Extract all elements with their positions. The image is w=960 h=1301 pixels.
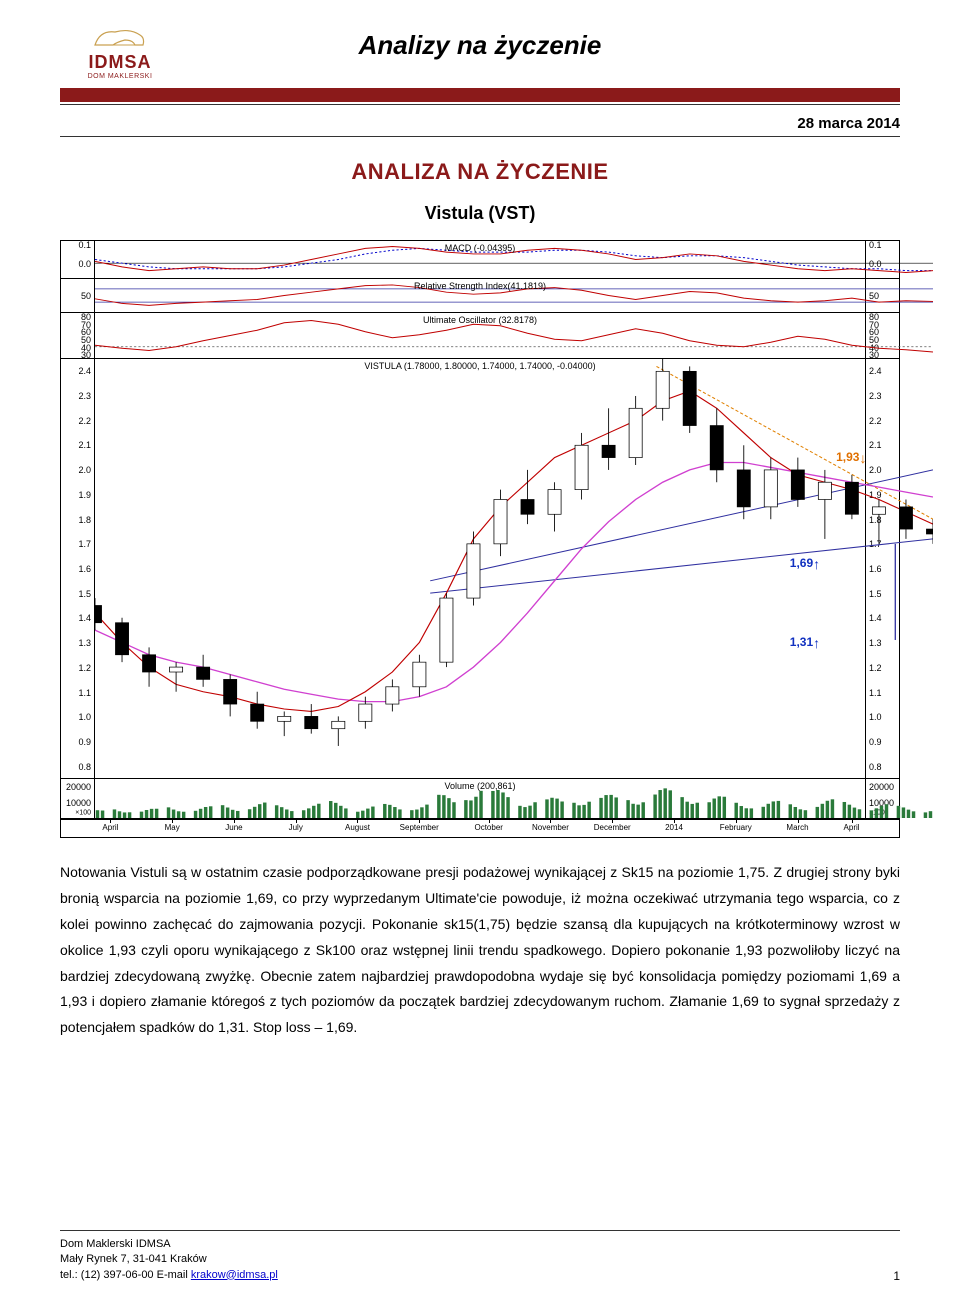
- x-tick-label: March: [786, 823, 808, 832]
- chart-panel-uo: Ultimate Oscillator (32.8178)30405060708…: [61, 313, 899, 359]
- chart-panel-rsi: Relative Strength Index(41.1819)5050: [61, 279, 899, 313]
- lion-icon: [85, 20, 155, 50]
- logo-subtext: DOM MAKLERSKI: [60, 73, 180, 80]
- logo: IDMSA DOM MAKLERSKI: [60, 20, 180, 80]
- panel-label: Relative Strength Index(41.1819): [414, 281, 546, 291]
- price-annotation: 1,69↑: [790, 556, 820, 571]
- panel-label: MACD (-0.04395): [445, 243, 516, 253]
- header: IDMSA DOM MAKLERSKI Analizy na życzenie: [60, 20, 900, 80]
- x-tick-label: July: [289, 823, 303, 832]
- body-text: Notowania Vistuli są w ostatnim czasie p…: [60, 860, 900, 1041]
- price-annotation: 1,93↓: [836, 450, 866, 465]
- x-tick-label: May: [165, 823, 180, 832]
- x-tick-label: April: [844, 823, 860, 832]
- x-tick-label: October: [474, 823, 502, 832]
- date: 28 marca 2014: [60, 115, 900, 137]
- x-tick-label: December: [594, 823, 631, 832]
- panel-label: Volume (200,861): [444, 781, 515, 791]
- x-tick-label: August: [345, 823, 370, 832]
- chart-x-axis: April May June July August September October No…: [61, 819, 899, 837]
- page-number: 1: [893, 1269, 900, 1283]
- x-tick-label: November: [532, 823, 569, 832]
- x-tick-label: April: [102, 823, 118, 832]
- footer: Dom Maklerski IDMSA Mały Rynek 7, 31-041…: [60, 1230, 900, 1283]
- header-divider: [60, 104, 900, 105]
- panel-label: Ultimate Oscillator (32.8178): [423, 315, 537, 325]
- x-tick-label: June: [225, 823, 242, 832]
- doc-title: ANALIZA NA ŻYCZENIE: [60, 159, 900, 185]
- footer-line3: tel.: (12) 397-06-00 E-mail krakow@idmsa…: [60, 1268, 900, 1283]
- panel-label: VISTULA (1.78000, 1.80000, 1.74000, 1.74…: [364, 361, 595, 371]
- chart-container: MACD (-0.04395)0.00.10.00.1Relative Stre…: [60, 240, 900, 838]
- footer-line2: Mały Rynek 7, 31-041 Kraków: [60, 1252, 900, 1267]
- header-title: Analizy na życzenie: [180, 30, 780, 61]
- header-red-bar: [60, 88, 900, 102]
- chart-panel-macd: MACD (-0.04395)0.00.10.00.1: [61, 241, 899, 279]
- x-tick-label: 2014: [665, 823, 683, 832]
- doc-subtitle: Vistula (VST): [60, 203, 900, 224]
- chart-panel-price: VISTULA (1.78000, 1.80000, 1.74000, 1.74…: [61, 359, 899, 779]
- footer-email[interactable]: krakow@idmsa.pl: [191, 1269, 278, 1281]
- price-annotation: 1,31↑: [790, 635, 820, 650]
- chart-panel-volume: Volume (200,861)1000020000×1001000020000…: [61, 779, 899, 819]
- footer-line1: Dom Maklerski IDMSA: [60, 1237, 900, 1252]
- x-tick-label: September: [400, 823, 439, 832]
- logo-text: IDMSA: [60, 52, 180, 73]
- x-tick-label: February: [720, 823, 752, 832]
